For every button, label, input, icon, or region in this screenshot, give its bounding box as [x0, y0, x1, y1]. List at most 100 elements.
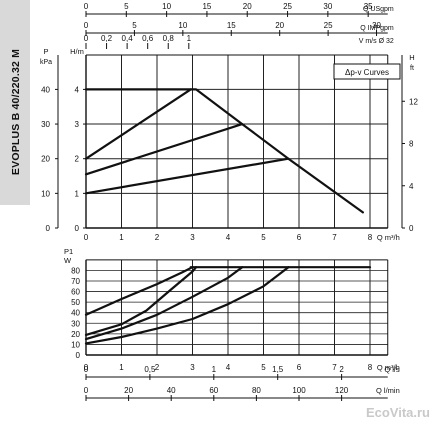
bottom-axis-tick-label: 2	[339, 365, 344, 374]
dp-v-curve-2	[84, 123, 244, 176]
bottom-axis-tick-label: 1	[212, 365, 217, 374]
legend-label: Δp-v Curves	[345, 68, 389, 77]
kpa-axis-tick-label: 0	[46, 224, 51, 233]
head-x-tick-label: 4	[226, 233, 231, 242]
top-axis-tick-label: 20	[275, 21, 284, 30]
top-axis-tick-label: 30	[323, 2, 332, 11]
head-axis-tick-label: 2	[75, 155, 80, 164]
bottom-axis-title: Q l/min	[376, 386, 400, 395]
head-axis-tick-label: 1	[75, 189, 80, 198]
power-curve-4	[84, 266, 290, 345]
legend-box	[333, 63, 401, 80]
bottom-axis-tick-label: 1	[119, 363, 124, 372]
top-axis-title: V m/s Ø 32	[359, 38, 394, 45]
head-x-tick-label: 8	[368, 233, 373, 242]
bottom-axis-tick-label: 8	[368, 363, 373, 372]
bottom-axis-tick-label: 3	[190, 363, 195, 372]
head-axis-tick-label: 0	[75, 224, 80, 233]
top-axis-tick-label: 0,4	[122, 34, 134, 43]
kpa-axis-title: P	[43, 47, 48, 56]
ft-axis-tick-label: 8	[409, 140, 414, 149]
bottom-axis-tick-label: 1,5	[272, 365, 284, 374]
bottom-axis-tick-label: 4	[226, 363, 231, 372]
bottom-axis-tick-label: 6	[297, 363, 302, 372]
top-axis-tick-label: 25	[324, 21, 333, 30]
power-axis-title: P1	[64, 247, 73, 256]
head-x-tick-label: 3	[190, 233, 195, 242]
power-axis-tick-label: 10	[71, 340, 80, 349]
top-axis-tick-label: 0,2	[101, 34, 113, 43]
top-axis-tick-label: 5	[124, 2, 129, 11]
head-axis-tick-label: 4	[75, 85, 80, 94]
ft-axis-tick-label: 0	[409, 224, 414, 233]
top-axis-tick-label: 0	[84, 21, 89, 30]
power-curve-2	[84, 266, 198, 336]
power-axis-tick-label: 20	[71, 330, 80, 339]
bottom-axis-tick-label: 60	[209, 386, 218, 395]
bottom-axis-tick-label: 0	[84, 386, 89, 395]
kpa-axis-tick-label: 40	[41, 85, 50, 94]
head-x-tick-label: 5	[261, 233, 266, 242]
top-axis-tick-label: 30	[372, 21, 381, 30]
head-x-tick-label: 2	[155, 233, 160, 242]
power-axis-tick-label: 0	[76, 351, 81, 360]
kpa-axis-tick-label: 20	[41, 155, 50, 164]
power-axis-tick-label: 60	[71, 288, 80, 297]
top-axis-tick-label: 20	[243, 2, 252, 11]
power-axis-tick-label: 80	[71, 266, 80, 275]
top-axis-tick-label: 1	[187, 34, 192, 43]
watermark-text: EcoVita.ru	[366, 405, 430, 420]
dp-v-curve-3	[84, 157, 290, 195]
bottom-axis-tick-label: 0,5	[144, 365, 156, 374]
top-axis-tick-label: 25	[283, 2, 292, 11]
kpa-axis-tick-label: 10	[41, 189, 50, 198]
top-axis-title: Q USgpm	[363, 6, 394, 13]
bottom-axis-tick-label: 80	[252, 386, 261, 395]
head-x-tick-label: 6	[297, 233, 302, 242]
head-x-tick-label: 1	[119, 233, 124, 242]
bottom-axis-title: Q l/s	[384, 365, 400, 374]
power-axis-tick-label: 30	[71, 319, 80, 328]
power-curve-1	[84, 266, 194, 316]
top-axis-tick-label: 5	[132, 21, 137, 30]
top-axis-tick-label: 0	[84, 2, 89, 11]
ft-axis-title: H	[409, 53, 414, 62]
model-strip: EVOPLUS B 40/220.32 M	[0, 0, 30, 205]
head-axis-tick-label: 3	[75, 120, 80, 129]
top-axis-tick-label: 0,8	[163, 34, 175, 43]
bottom-axis-tick-label: 7	[332, 363, 337, 372]
ft-axis-unit: ft	[410, 65, 414, 72]
bottom-axis-tick-label: 120	[335, 386, 349, 395]
power-axis-tick-label: 40	[71, 309, 80, 318]
head-x-tick-label: 7	[332, 233, 337, 242]
top-axis-tick-label: 0,6	[142, 34, 154, 43]
power-curve-3	[84, 266, 244, 341]
bottom-axis-tick-label: 0	[84, 363, 89, 372]
top-axis-tick-label: 0	[84, 34, 89, 43]
top-axis-title: Q IMPgpm	[360, 25, 394, 32]
bottom-axis-title: Q m³/h	[377, 363, 400, 372]
head-x-tick-label: 0	[84, 233, 89, 242]
power-axis-tick-label: 70	[71, 277, 80, 286]
bottom-axis-tick-label: 2	[155, 363, 160, 372]
top-axis-tick-label: 15	[227, 21, 236, 30]
top-axis-tick-label: 35	[364, 2, 373, 11]
bottom-axis-tick-label: 5	[261, 363, 266, 372]
head-x-axis-title: Q m³/h	[377, 233, 400, 242]
ft-axis-tick-label: 12	[409, 97, 418, 106]
head-axis-title: H/m	[70, 47, 84, 56]
bottom-axis-tick-label: 0	[84, 365, 89, 374]
bottom-axis-tick-label: 20	[124, 386, 133, 395]
bottom-axis-tick-label: 100	[292, 386, 306, 395]
top-axis-tick-label: 10	[178, 21, 187, 30]
kpa-axis-tick-label: 30	[41, 120, 50, 129]
bottom-axis-tick-label: 40	[167, 386, 176, 395]
power-axis-tick-label: 50	[71, 298, 80, 307]
top-axis-tick-label: 15	[202, 2, 211, 11]
dp-v-curve-4	[84, 88, 364, 214]
kpa-axis-unit: kPa	[40, 59, 52, 66]
dp-v-curve-1	[84, 88, 192, 160]
ft-axis-tick-label: 4	[409, 182, 414, 191]
